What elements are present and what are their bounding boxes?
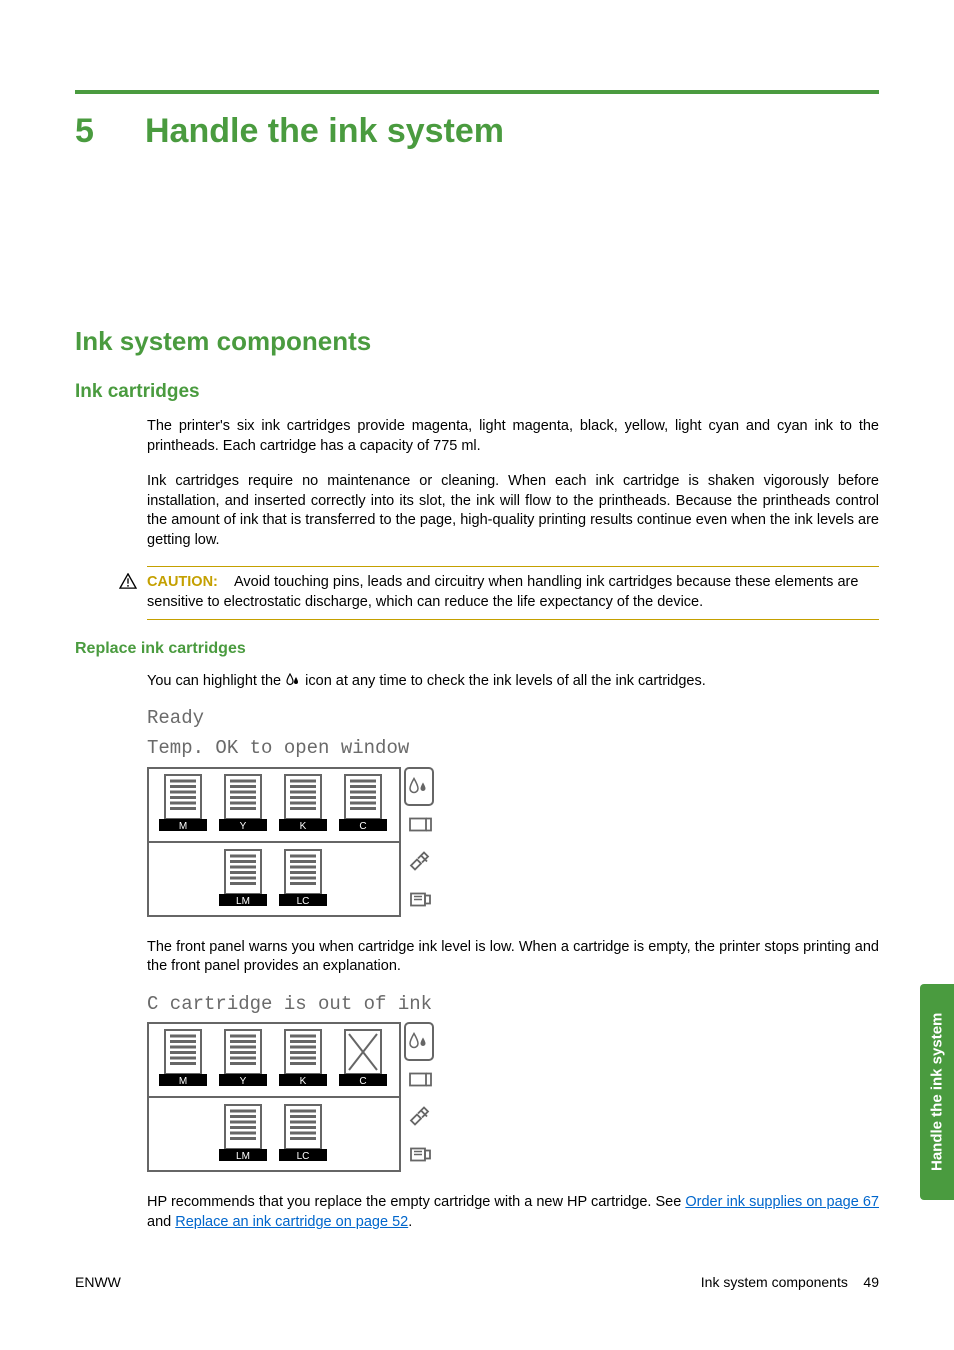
section-heading: Ink system components [75, 326, 879, 357]
paragraph: HP recommends that you replace the empty… [147, 1193, 879, 1232]
caution-block: CAUTION: Avoid touching pins, leads and … [147, 566, 879, 619]
svg-text:M: M [179, 1076, 187, 1087]
text-part: and [147, 1214, 175, 1230]
paragraph: Ink cartridges require no maintenance or… [147, 472, 879, 550]
footer-left: ENWW [75, 1274, 121, 1290]
svg-text:C: C [359, 1076, 366, 1087]
caution-label: CAUTION: [147, 574, 218, 590]
top-rule [75, 90, 879, 94]
lcd-status-line: Temp. OK to open window [147, 737, 879, 761]
paragraph: The printer's six ink cartridges provide… [147, 417, 879, 456]
ink-panel-display: M Y K C LM LC [147, 1022, 879, 1177]
svg-text:M: M [179, 821, 187, 832]
side-tab: Handle the ink system [920, 984, 954, 1200]
svg-text:LC: LC [297, 1151, 310, 1162]
svg-text:LM: LM [236, 896, 250, 907]
lcd-status-line: Ready [147, 707, 879, 731]
text-part: icon at any time to check the ink levels… [301, 673, 706, 689]
caution-text: Avoid touching pins, leads and circuitry… [147, 574, 858, 610]
caution-text [222, 574, 234, 590]
footer-right: Ink system components 49 [701, 1274, 879, 1290]
ink-drops-icon [285, 672, 301, 688]
lcd-status-line: C cartridge is out of ink [147, 993, 879, 1017]
caution-icon [119, 573, 137, 589]
svg-text:K: K [300, 1076, 307, 1087]
text-part: . [408, 1214, 412, 1230]
paragraph: The front panel warns you when cartridge… [147, 938, 879, 977]
svg-text:Y: Y [240, 1076, 247, 1087]
subsubsection-heading: Replace ink cartridges [75, 640, 879, 658]
ink-panel-display: M Y K C LM LC [147, 767, 879, 922]
page-footer: ENWW Ink system components 49 [75, 1274, 879, 1290]
svg-text:Y: Y [240, 821, 247, 832]
svg-text:C: C [359, 821, 366, 832]
text-part: You can highlight the [147, 673, 285, 689]
paragraph: You can highlight the icon at any time t… [147, 672, 879, 692]
replace-cartridge-link[interactable]: Replace an ink cartridge on page 52 [175, 1214, 408, 1230]
svg-text:LC: LC [297, 896, 310, 907]
svg-text:LM: LM [236, 1151, 250, 1162]
svg-text:K: K [300, 821, 307, 832]
order-ink-link[interactable]: Order ink supplies on page 67 [685, 1194, 879, 1210]
chapter-number: 5 [75, 112, 145, 151]
chapter-title: 5Handle the ink system [75, 112, 879, 151]
text-part: HP recommends that you replace the empty… [147, 1194, 685, 1210]
chapter-title-text: Handle the ink system [145, 112, 504, 150]
subsection-heading: Ink cartridges [75, 381, 879, 403]
